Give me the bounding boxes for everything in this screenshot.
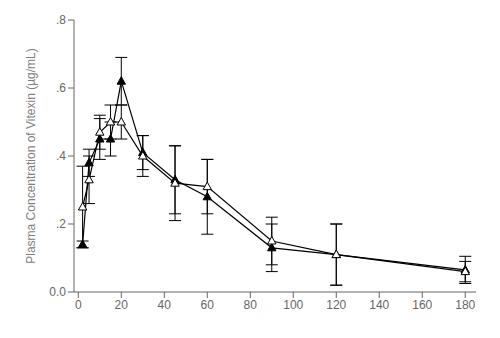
svg-text:0: 0 [75,298,82,312]
svg-text:80: 80 [244,298,258,312]
svg-text:60: 60 [201,298,215,312]
svg-text:100: 100 [283,298,303,312]
svg-text:20: 20 [115,298,129,312]
svg-text:140: 140 [369,298,389,312]
svg-text:.4: .4 [56,149,66,163]
svg-text:.2: .2 [56,217,66,231]
svg-text:0.0: 0.0 [49,285,66,299]
svg-text:120: 120 [326,298,346,312]
svg-text:.6: .6 [56,81,66,95]
svg-text:Plasma Concentration of Vitexi: Plasma Concentration of Vitexin (µg/mL) [24,48,38,263]
svg-text:.8: .8 [56,13,66,27]
svg-text:160: 160 [412,298,432,312]
svg-text:180: 180 [455,298,475,312]
svg-text:40: 40 [158,298,172,312]
